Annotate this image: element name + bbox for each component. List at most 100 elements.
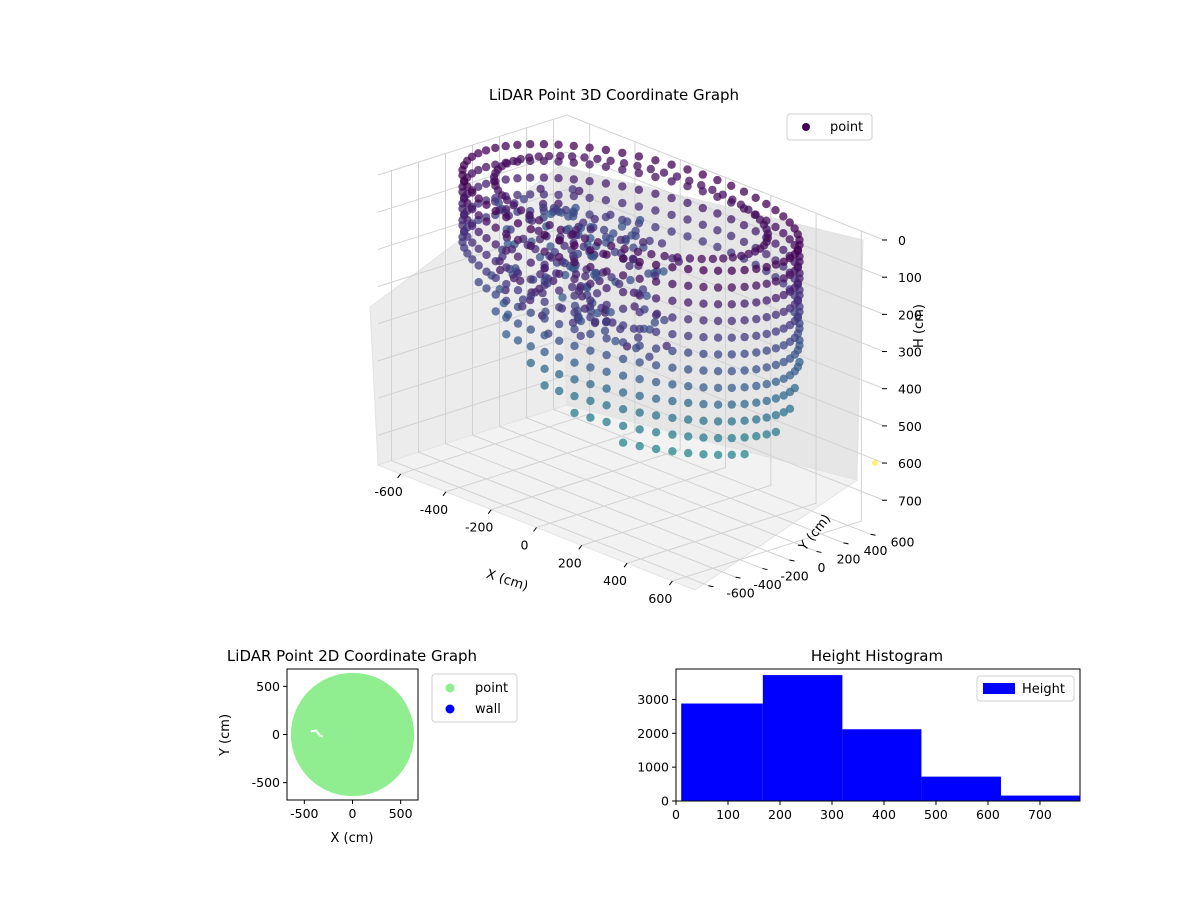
x-tick-label-histogram: 200: [768, 807, 792, 822]
point-3d: [513, 319, 523, 328]
point-3d: [762, 329, 771, 339]
point-3d: [618, 182, 627, 191]
point-3d: [657, 239, 667, 248]
point-3d: [580, 234, 590, 243]
point-3d: [684, 415, 693, 424]
point-3d: [684, 281, 693, 290]
point-3d: [545, 220, 554, 230]
point-3d: [618, 271, 628, 280]
point-3d: [602, 334, 611, 343]
point-3d: [602, 350, 611, 360]
grid-line-x: [581, 195, 772, 546]
point-3d: [740, 366, 749, 375]
point-3d: [635, 425, 644, 434]
point-3d: [634, 185, 644, 194]
point-3d: [540, 247, 549, 256]
point-3d: [494, 198, 503, 208]
x-tick-3d: [487, 509, 492, 514]
point-3d: [618, 198, 627, 208]
point-3d: [482, 267, 491, 276]
point-3d: [526, 308, 535, 317]
point-3d: [570, 391, 579, 401]
point-3d: [570, 358, 579, 367]
x-axis-3d-label: X (cm): [484, 567, 530, 595]
point-3d: [727, 433, 736, 443]
point-3d: [502, 279, 511, 289]
point-3d: [634, 333, 643, 342]
chart-2d-title: LiDAR Point 2D Coordinate Graph: [227, 647, 477, 665]
point-3d: [684, 264, 693, 274]
legend-2d: point wall: [431, 673, 518, 723]
y-tick-label-histogram: 2000: [637, 726, 669, 741]
x-tick-label-3d: -200: [465, 520, 493, 535]
point-3d: [602, 317, 611, 326]
point-3d: [713, 266, 723, 275]
x-axis-3d: -600 -400 -200 0 200 400 600: [374, 473, 673, 606]
point-3d: [526, 190, 535, 199]
point-3d: [607, 241, 616, 251]
point-3d: [645, 352, 654, 361]
point-3d: [617, 222, 627, 231]
point-3d: [684, 382, 693, 391]
point-3d: [752, 365, 761, 374]
point-3d: [491, 273, 500, 283]
point-3d: [684, 315, 693, 324]
point-3d: [668, 296, 677, 305]
pane-floor: [376, 404, 859, 591]
point-3d: [509, 156, 518, 166]
point-3d: [740, 316, 749, 325]
point-3d: [513, 190, 522, 200]
point-3d: [684, 365, 693, 374]
point-3d: [502, 296, 511, 305]
grid-line-y: [526, 127, 844, 544]
point-3d: [570, 258, 579, 267]
point-3d: [699, 299, 708, 308]
point-3d: [762, 396, 771, 406]
point-3d: [556, 151, 565, 161]
point-3d: [602, 284, 611, 293]
point-3d: [785, 404, 795, 413]
y-tick-3d: [816, 550, 822, 553]
point-3d: [539, 203, 548, 212]
x-tick-3d: [668, 580, 673, 586]
y-tick-label-3d: -200: [780, 569, 808, 584]
point-3d: [651, 223, 660, 232]
point-3d: [779, 341, 788, 350]
point-3d: [474, 261, 483, 270]
x-tick-3d: [533, 527, 537, 532]
point-3d: [740, 450, 749, 459]
point-3d: [618, 304, 628, 313]
point-3d: [713, 316, 723, 326]
point-3d: [635, 375, 644, 384]
y-tick-label-histogram: 1000: [637, 760, 669, 775]
x-axis-histogram: 0 100 200 300 400 500 600 700: [672, 801, 1052, 822]
outlier-point: [872, 460, 878, 466]
legend-2d-point: point: [475, 681, 508, 696]
point-3d: [699, 333, 708, 342]
point-3d: [513, 336, 523, 345]
point-3d: [474, 182, 483, 191]
point-3d: [561, 205, 570, 215]
point-3d: [668, 380, 677, 389]
point-3d: [752, 314, 761, 324]
x-tick-label-3d: 200: [558, 555, 582, 570]
point-3d: [502, 213, 511, 222]
x-tick-3d: [442, 491, 447, 497]
point-3d: [762, 380, 771, 389]
point-3d: [602, 384, 611, 393]
point-3d: [593, 154, 602, 164]
point-3d: [491, 290, 500, 299]
point-3d: [576, 331, 585, 341]
z-axis-3d: 0 100 200 300 400 500 600 700: [882, 233, 922, 508]
point-3d: [606, 156, 615, 165]
point-3d: [526, 325, 535, 334]
point-3d: [651, 294, 661, 303]
point-3d: [502, 246, 511, 255]
point-3d: [549, 203, 559, 213]
point-3d: [491, 240, 500, 249]
point-3d: [771, 377, 781, 386]
x-tick-label-2d: -500: [290, 806, 318, 821]
legend-2d-wall: wall: [475, 702, 501, 717]
histogram-title: Height Histogram: [811, 647, 943, 665]
point-3d: [468, 238, 477, 247]
